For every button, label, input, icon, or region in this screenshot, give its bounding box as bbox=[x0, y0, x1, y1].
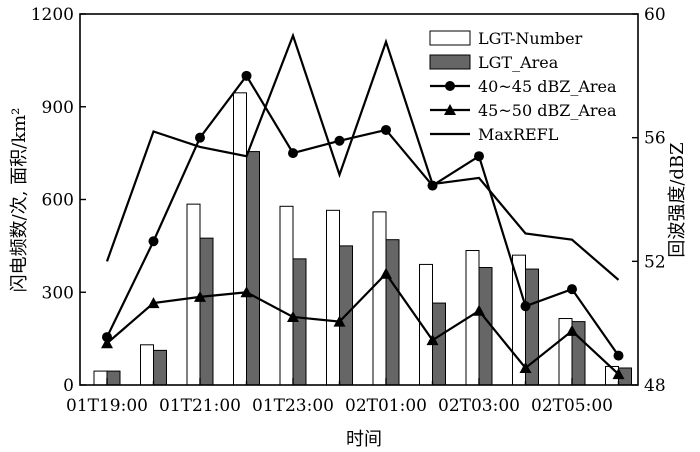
bar-layer bbox=[93, 92, 632, 386]
y-right-tick-label: 48 bbox=[644, 376, 666, 396]
dbz40-45-point bbox=[520, 301, 531, 312]
y-right-tick-label: 56 bbox=[644, 129, 666, 149]
x-tick-label: 01T19:00 bbox=[66, 396, 148, 416]
bar-lgt-number bbox=[372, 211, 387, 386]
legend-label: LGT-Number bbox=[478, 29, 583, 48]
x-tick-label: 01T21:00 bbox=[159, 396, 241, 416]
dbz45-50-point bbox=[519, 361, 532, 373]
legend-marker bbox=[444, 104, 456, 115]
dbz45-50-point bbox=[426, 334, 439, 346]
legend-marker bbox=[445, 81, 455, 91]
x-tick-label: 02T03:00 bbox=[438, 396, 520, 416]
dbz40-45-point bbox=[102, 332, 112, 343]
y-left-tick-label: 900 bbox=[42, 98, 74, 118]
bar-lgt-area bbox=[385, 239, 400, 386]
dbz45-50-point bbox=[287, 310, 299, 322]
bar-lgt-area bbox=[199, 237, 214, 386]
legend-swatch bbox=[429, 54, 471, 70]
dbz45-50-point bbox=[101, 337, 113, 349]
x-tick-label: 02T01:00 bbox=[345, 396, 427, 416]
bar-lgt-number bbox=[326, 209, 340, 386]
y-axis-left-title: 闪电频数/次, 面积/km² bbox=[9, 108, 30, 293]
y-right-tick-label: 52 bbox=[644, 252, 666, 272]
dbz40-45-point bbox=[474, 151, 484, 162]
legend-label: MaxREFL bbox=[478, 125, 559, 144]
y-left-tick-label: 0 bbox=[63, 376, 74, 396]
maxrefl-line bbox=[105, 32, 620, 281]
bar-lgt-area bbox=[106, 370, 121, 386]
dbz40-45-point bbox=[613, 350, 624, 361]
dbz45-50-point bbox=[566, 324, 578, 336]
dbz40-45-point bbox=[148, 236, 159, 247]
dbz40-45-point bbox=[381, 124, 391, 135]
legend-label: 45~50 dBZ_Area bbox=[478, 101, 617, 120]
y-left-tick-label: 600 bbox=[42, 191, 74, 211]
legend-label: LGT_Area bbox=[478, 53, 559, 72]
bar-lgt-number bbox=[233, 92, 247, 386]
dbz45-50-point bbox=[612, 368, 625, 380]
bar-lgt-area bbox=[478, 267, 493, 386]
bar-lgt-number bbox=[140, 344, 154, 386]
dbz45-50-line bbox=[106, 271, 620, 375]
dbz40-45-point bbox=[288, 148, 298, 159]
y-right-tick-label: 60 bbox=[644, 5, 666, 25]
line-layer bbox=[101, 32, 625, 380]
bar-lgt-number bbox=[279, 205, 294, 386]
dbz45-50-point bbox=[240, 286, 253, 298]
y-left-tick-label: 300 bbox=[42, 283, 74, 303]
x-axis-title: 时间 bbox=[346, 429, 382, 450]
dbz40-45-point bbox=[567, 284, 577, 295]
legend-swatch bbox=[429, 30, 471, 46]
y-axis-right-title: 回波强度/dBZ bbox=[667, 142, 688, 257]
bar-lgt-area bbox=[153, 349, 167, 386]
x-tick-label: 01T23:00 bbox=[252, 396, 334, 416]
dbz40-45-point bbox=[334, 135, 345, 146]
bar-lgt-number bbox=[93, 370, 108, 386]
dbz45-50-point bbox=[194, 290, 206, 302]
tick-layer: 0 300 600 900 1200 48 52 56 60 01T19:00 01T21:00 01… bbox=[31, 5, 666, 416]
dbz40-45-point bbox=[195, 132, 205, 143]
dbz40-45-line bbox=[106, 73, 620, 357]
legend-label: 40~45 dBZ_Area bbox=[478, 77, 617, 96]
dbz45-50-point bbox=[147, 297, 160, 309]
bar-lgt-area bbox=[246, 151, 260, 386]
dbz45-50-point bbox=[380, 267, 392, 279]
legend: LGT-Number LGT_Area 40~45 dBZ_Area 45~50 dB… bbox=[429, 29, 617, 144]
x-tick-label: 02T05:00 bbox=[531, 396, 613, 416]
dbz45-50-point bbox=[473, 304, 485, 316]
dbz40-45-point bbox=[427, 180, 438, 191]
dbz45-50-point bbox=[333, 315, 346, 327]
y-left-tick-label: 1200 bbox=[31, 5, 74, 25]
dbz40-45-point bbox=[241, 70, 252, 81]
